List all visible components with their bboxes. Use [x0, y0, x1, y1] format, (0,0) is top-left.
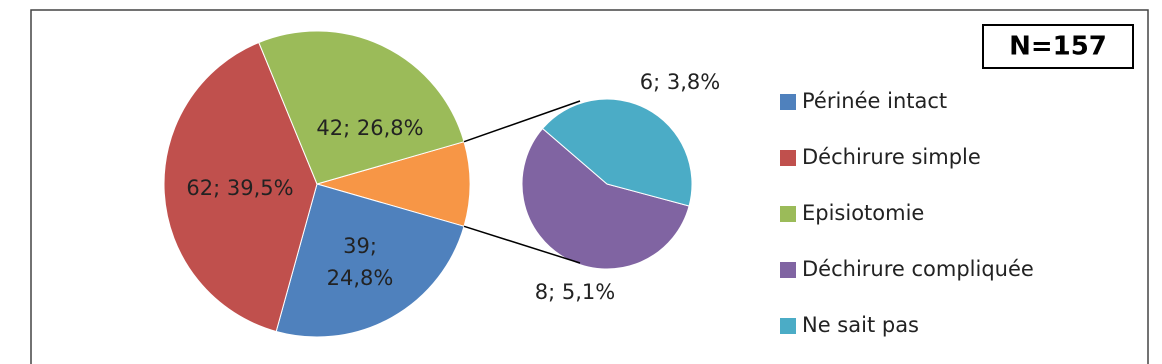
connector: [463, 225, 581, 264]
data-label: 39; 24,8%: [326, 234, 394, 290]
legend-swatch: [780, 150, 796, 166]
legend-label: Périnée intact: [802, 89, 947, 113]
data-label: 6; 3,8%: [639, 70, 721, 94]
legend-label: Déchirure compliquée: [802, 257, 1034, 281]
legend-label: Déchirure simple: [802, 145, 981, 169]
annotation: N=157: [1009, 32, 1107, 62]
slice: [315, 141, 471, 227]
annotation-box: [982, 24, 1134, 69]
slice: [541, 98, 693, 207]
data-label: 8; 5,1%: [534, 280, 616, 304]
slice: [275, 183, 465, 338]
data-label: 42; 26,8%: [316, 116, 424, 140]
slice: [258, 30, 465, 185]
legend-label: Ne sait pas: [802, 313, 919, 337]
legend-swatch: [780, 318, 796, 334]
legend-swatch: [780, 94, 796, 110]
legend-label: Episiotomie: [802, 201, 924, 225]
legend-swatch: [780, 262, 796, 278]
slice: [163, 41, 318, 333]
data-label: 62; 39,5%: [186, 176, 294, 200]
connector: [463, 100, 581, 143]
legend-swatch: [780, 206, 796, 222]
